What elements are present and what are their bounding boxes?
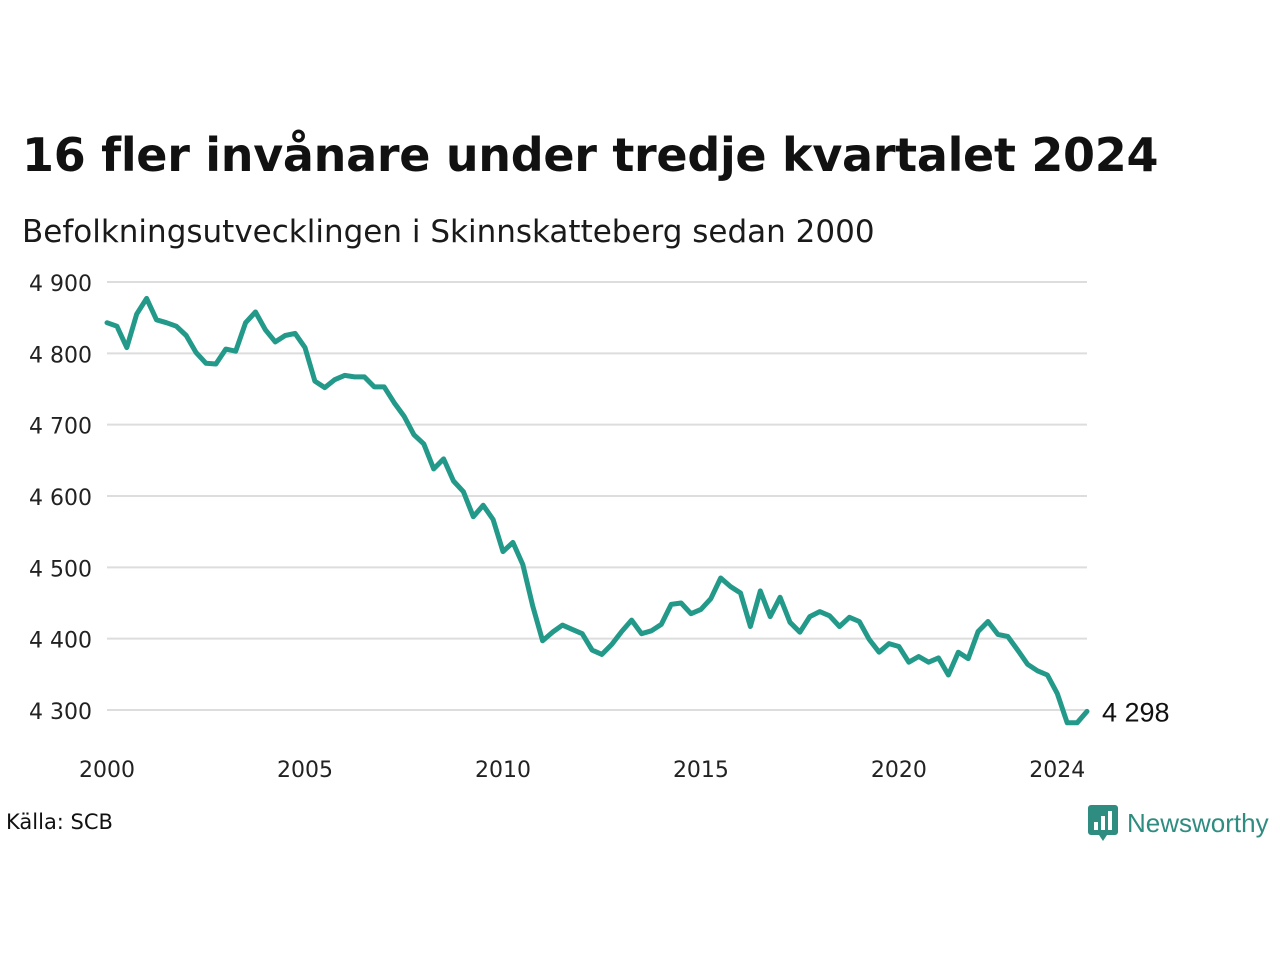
- x-tick-label: 2010: [475, 758, 531, 783]
- y-tick-label: 4 400: [29, 629, 92, 654]
- chart-title: 16 fler invånare under tredje kvartalet …: [22, 128, 1159, 182]
- chart-subtitle: Befolkningsutvecklingen i Skinnskatteber…: [22, 214, 875, 250]
- x-tick-label: 2000: [79, 758, 135, 783]
- y-tick-label: 4 300: [29, 700, 92, 725]
- y-tick-label: 4 500: [29, 557, 92, 582]
- brand-name: Newsworthy: [1127, 807, 1269, 838]
- x-axis: 2000 2005 2010 2015 2020 2024: [79, 758, 1085, 783]
- y-tick-label: 4 800: [29, 343, 92, 368]
- x-tick-label: 2005: [277, 758, 333, 783]
- gridlines: [107, 281, 1087, 711]
- series-line: [104, 295, 1090, 726]
- y-tick-label: 4 600: [29, 486, 92, 511]
- series-group: [104, 295, 1090, 726]
- brand-logo: Newsworthy: [1088, 803, 1269, 843]
- y-tick-label: 4 700: [29, 415, 92, 440]
- x-tick-label: 2015: [673, 758, 729, 783]
- bar-chart-speech-bubble-icon: [1088, 805, 1118, 841]
- y-axis: 4 300 4 400 4 500 4 600 4 700 4 800 4 900: [29, 272, 92, 725]
- end-value-label: 4 298: [1102, 697, 1170, 727]
- y-tick-label: 4 900: [29, 272, 92, 297]
- x-tick-label: 2024: [1029, 758, 1085, 783]
- x-tick-label: 2020: [871, 758, 927, 783]
- source-label: Källa: SCB: [6, 810, 113, 834]
